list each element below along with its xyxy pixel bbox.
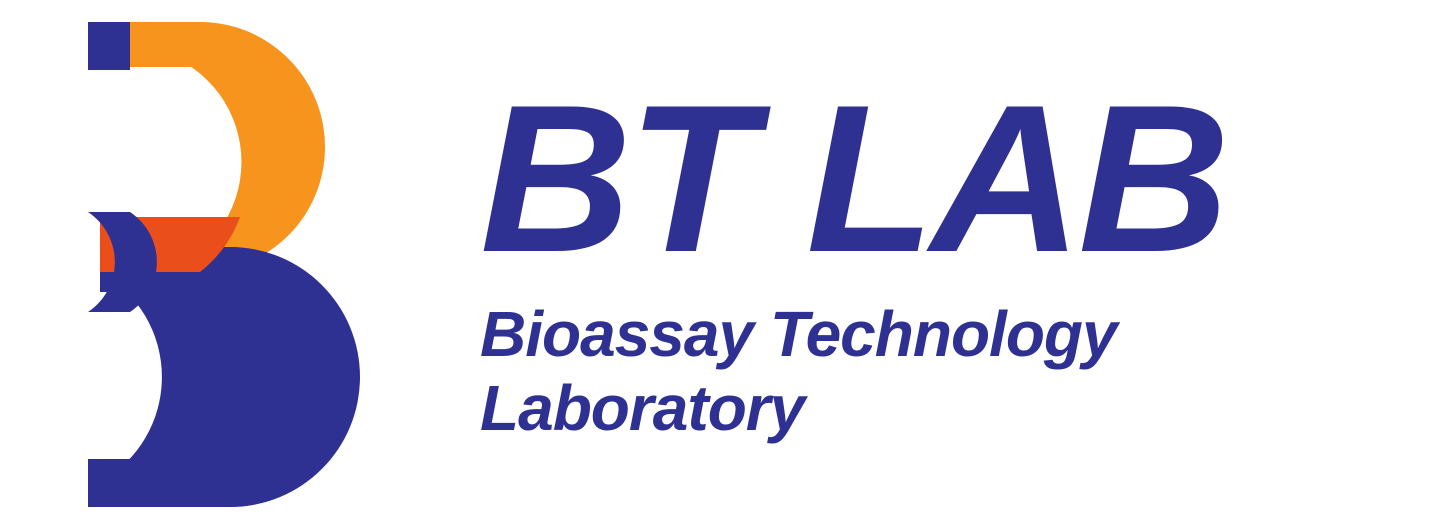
logo-main-title: BT LAB (480, 79, 1226, 279)
logo-left-bottom-notch (88, 459, 130, 507)
logo-text-block: BT LAB Bioassay Technology Laboratory (480, 79, 1226, 446)
logo-mark-icon (40, 12, 400, 512)
logo-left-top-notch (88, 22, 130, 70)
logo-container: BT LAB Bioassay Technology Laboratory (0, 0, 1445, 524)
logo-subtitle-line2: Laboratory (480, 372, 1226, 446)
logo-subtitle-line1: Bioassay Technology (480, 298, 1226, 372)
